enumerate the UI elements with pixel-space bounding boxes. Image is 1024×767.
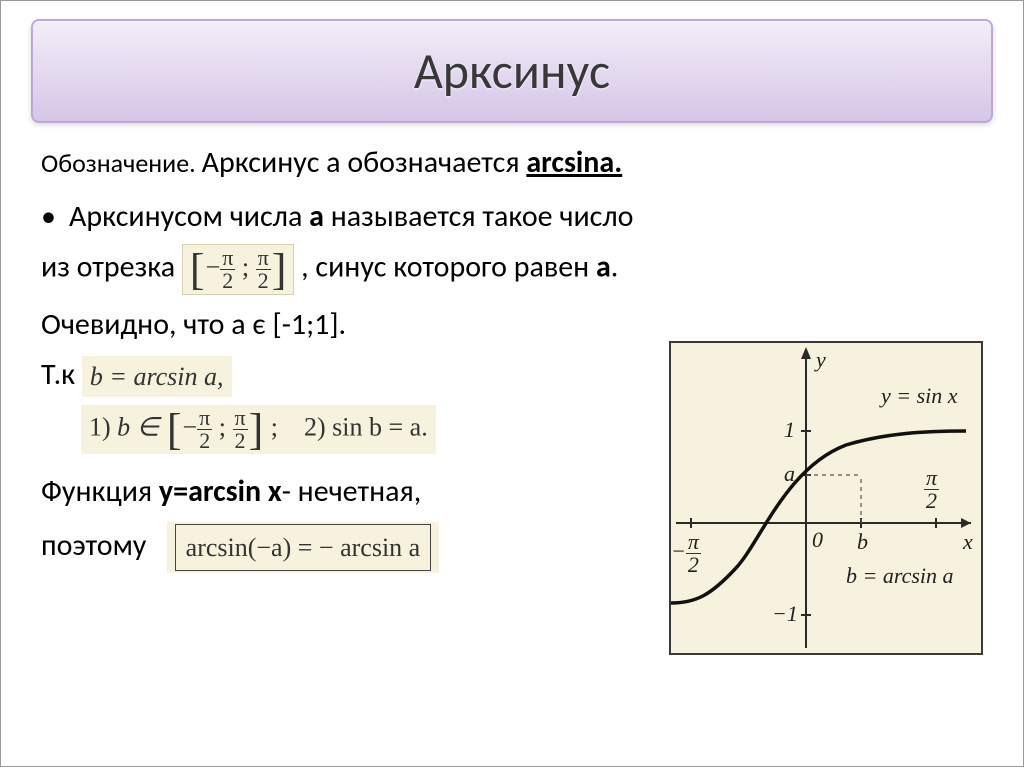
- interval-bracket: [−π2 ; π2]: [182, 244, 294, 295]
- frac-den: 2: [220, 270, 235, 292]
- since-label: Т.к: [41, 356, 75, 393]
- interval-after: , синус которого равен: [301, 249, 596, 286]
- negpi2-num: π: [686, 531, 701, 554]
- b-eq: b = arcsin a,: [82, 356, 232, 398]
- interval-a: а: [596, 249, 611, 286]
- bullet-a: а: [309, 198, 324, 235]
- left-column: Очевидно, что а є [-1;1]. Т.к b = arcsin…: [41, 303, 651, 573]
- definition-bullet: • Арксинусом числа а называется такое чи…: [41, 195, 983, 239]
- tick-1-label: 1: [784, 417, 795, 443]
- therefore-label: поэтому: [41, 527, 146, 564]
- cond2-label: 2): [304, 413, 332, 442]
- curve-label: y = sin x: [881, 383, 958, 409]
- minus-icon: −: [206, 252, 221, 281]
- interval-dot: .: [611, 249, 619, 286]
- notation-suffix: обозначается: [347, 144, 526, 181]
- notation-prefix: Обозначение.: [41, 147, 202, 179]
- c1-num2: π: [233, 407, 248, 430]
- notation-term: arcsinа.: [526, 144, 622, 181]
- notation-line: Обозначение. Арксинус а обозначается arc…: [41, 141, 983, 185]
- title-bar: Арксинус: [31, 19, 993, 123]
- boxed-identity-wrap: arcsin(−a) = − arcsin a: [167, 522, 440, 574]
- c1-num: π: [197, 407, 212, 430]
- c1-den: 2: [197, 430, 212, 452]
- c1-den2: 2: [233, 430, 248, 452]
- boxed-identity: arcsin(−a) = − arcsin a: [175, 524, 432, 572]
- slide: Арксинус Обозначение. Арксинус а обознач…: [0, 0, 1024, 767]
- conditions-box: 1) b ∈ [−π2 ; π2] ; 2) sin b = a.: [81, 405, 436, 454]
- notation-mid: Арксинус а: [202, 144, 348, 181]
- interval-line: из отрезка [−π2 ; π2] , синус которого р…: [41, 244, 983, 295]
- origin-label: 0: [812, 527, 823, 553]
- func-bold: y=arcsin x: [159, 473, 282, 510]
- annotation-label: b = arcsin a: [846, 563, 954, 589]
- neg-pi-over-2: −π2: [671, 531, 701, 576]
- pospi2-den: 2: [924, 490, 939, 512]
- interval-intro: из отрезка: [41, 249, 182, 286]
- slide-title: Арксинус: [414, 41, 610, 102]
- since-line: Т.к b = arcsin a,: [41, 353, 651, 398]
- bullet-part2: называется такое число: [324, 198, 634, 235]
- negpi2-den: 2: [686, 554, 701, 576]
- func-prefix: Функция: [41, 473, 159, 510]
- obvious-line: Очевидно, что а є [-1;1].: [41, 303, 651, 347]
- b-label: b: [857, 529, 868, 555]
- y-axis-label: y: [816, 347, 826, 373]
- graph-wrap: y x y = sin x 1 −1 a b 0 b = arcsin a −π…: [669, 341, 983, 655]
- bullet-part1: Арксинусом числа: [69, 198, 309, 235]
- frac-den2: 2: [256, 270, 271, 292]
- frac-num2: π: [256, 247, 271, 270]
- pos-pi-over-2: π2: [924, 467, 939, 512]
- x-axis-label: x: [963, 529, 973, 555]
- cond1-label: 1): [89, 413, 117, 442]
- function-line: Функция y=arcsin x- нечетная,: [41, 470, 651, 514]
- therefore-line: поэтому arcsin(−a) = − arcsin a: [41, 522, 651, 574]
- sine-graph: y x y = sin x 1 −1 a b 0 b = arcsin a −π…: [669, 341, 983, 655]
- a-label: a: [784, 461, 795, 487]
- tick-minus1-label: −1: [772, 601, 798, 627]
- cond1-in: b ∈: [117, 413, 166, 442]
- pospi2-num: π: [924, 467, 939, 490]
- bullet-dot-icon: •: [41, 195, 69, 239]
- cond2-eq: sin b = a.: [332, 413, 428, 442]
- func-suffix: - нечетная,: [282, 473, 422, 510]
- frac-num: π: [220, 247, 235, 270]
- bullet-text: Арксинусом числа а называется такое числ…: [69, 195, 633, 239]
